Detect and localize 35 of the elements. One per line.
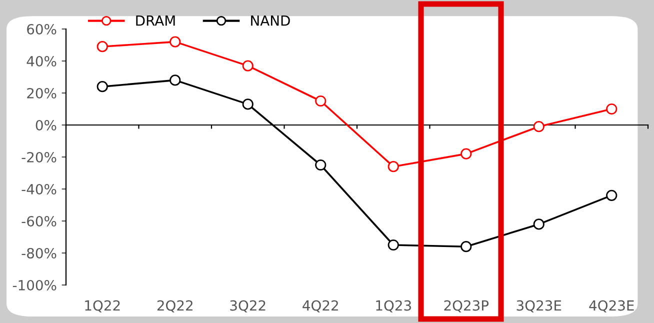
x-tick-label: 3Q22 (230, 300, 266, 312)
point (315, 159, 326, 171)
y-tick-label: -80% (22, 248, 56, 258)
x-tick-label: 1Q22 (85, 300, 120, 312)
x-tick-label: 4Q22 (302, 300, 338, 312)
y-tick-label: -20% (22, 152, 56, 162)
y-tick-label: -60% (22, 216, 56, 226)
point (606, 103, 618, 115)
x-tick-label: 2Q23P (444, 300, 489, 312)
x-tick-label: 4Q23E (589, 300, 634, 312)
legend-label: DRAM (136, 16, 175, 26)
y-tick-label: 0% (36, 120, 56, 130)
y-tick-label: -40% (22, 184, 56, 194)
x-tick-label: 3Q23E (516, 300, 562, 312)
legend-label: NAND (251, 16, 290, 26)
point (606, 190, 618, 201)
point (96, 41, 108, 52)
x-tick-label: 2Q22 (157, 300, 192, 312)
y-tick-label: 20% (27, 88, 56, 98)
point (460, 241, 472, 252)
point (96, 81, 108, 92)
y-tick-label: -100% (12, 280, 56, 290)
point (242, 98, 254, 110)
point (460, 148, 472, 160)
point (533, 121, 544, 132)
y-tick-label: 40% (26, 56, 56, 66)
point (170, 36, 181, 48)
point (315, 95, 326, 107)
y-tick-label: 60% (27, 24, 56, 34)
point (388, 161, 399, 172)
point (533, 218, 544, 230)
point (388, 239, 399, 251)
point (242, 60, 254, 72)
point (170, 74, 181, 86)
x-tick-label: 1Q23 (376, 300, 411, 312)
